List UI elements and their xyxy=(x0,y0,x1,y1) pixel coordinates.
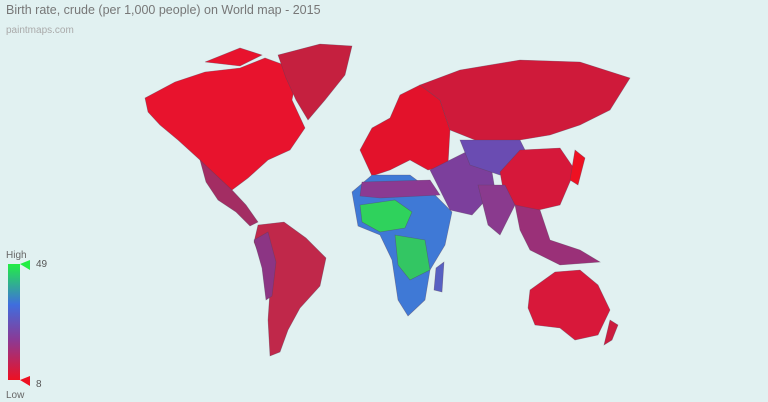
madagascar xyxy=(433,261,445,293)
color-scale xyxy=(8,264,20,380)
min-marker xyxy=(20,376,30,386)
north-africa xyxy=(359,179,441,199)
legend-low-label: Low xyxy=(6,390,25,401)
new-zealand xyxy=(603,319,619,346)
map-title: Birth rate, crude (per 1,000 people) on … xyxy=(6,3,321,17)
andes xyxy=(253,231,277,301)
west-africa xyxy=(359,199,413,233)
legend: High 49 8 Low xyxy=(6,250,48,401)
source: paintmaps.com xyxy=(6,25,74,36)
world-map xyxy=(144,43,631,357)
legend-max: 49 xyxy=(36,259,48,270)
central-america xyxy=(199,159,259,227)
australia xyxy=(527,269,611,341)
greenland xyxy=(277,43,353,121)
southeast-asia xyxy=(514,204,601,266)
legend-high-label: High xyxy=(6,250,27,261)
east-africa xyxy=(394,234,431,281)
max-marker xyxy=(20,260,30,270)
alaska-islands xyxy=(204,47,263,67)
legend-min: 8 xyxy=(36,379,42,390)
japan xyxy=(569,149,586,186)
north-america xyxy=(144,57,306,191)
russia xyxy=(419,59,631,143)
india xyxy=(477,184,516,236)
